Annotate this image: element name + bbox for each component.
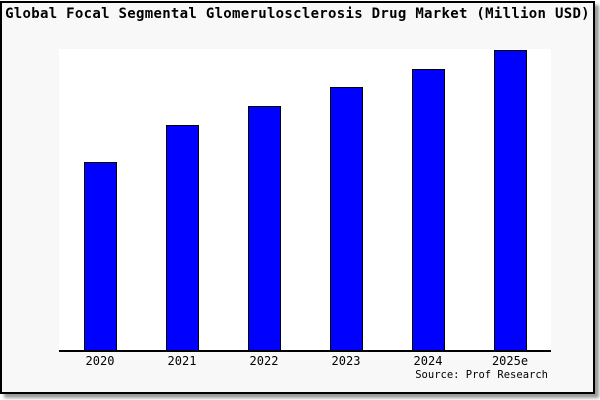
bar-2025e [493, 50, 527, 350]
bar-2023 [329, 87, 363, 350]
x-tick-label-2022: 2022 [249, 354, 279, 368]
x-tick-label-2024: 2024 [413, 354, 443, 368]
bar-slot [469, 49, 551, 350]
bar-slot [305, 49, 387, 350]
x-tick-label-2023: 2023 [331, 354, 361, 368]
x-tick-label-2025e: 2025e [491, 354, 529, 368]
chart-title: Global Focal Segmental Glomerulosclerosi… [5, 6, 590, 22]
bar-2021 [165, 125, 199, 350]
bar-slot [141, 49, 223, 350]
bar-2022 [247, 106, 281, 350]
bar-2024 [411, 69, 445, 350]
bar-slot [59, 49, 141, 350]
x-axis-labels: 2020 2021 2022 2023 2024 2025e [59, 354, 551, 368]
source-note: Source: Prof Research [415, 369, 548, 381]
bar-slot [387, 49, 469, 350]
x-tick-label-2021: 2021 [167, 354, 197, 368]
bar-2020 [83, 162, 117, 350]
bar-slot [223, 49, 305, 350]
chart-panel: Global Focal Segmental Glomerulosclerosi… [0, 1, 595, 394]
x-tick-label-2020: 2020 [85, 354, 115, 368]
plot-area [59, 49, 551, 352]
